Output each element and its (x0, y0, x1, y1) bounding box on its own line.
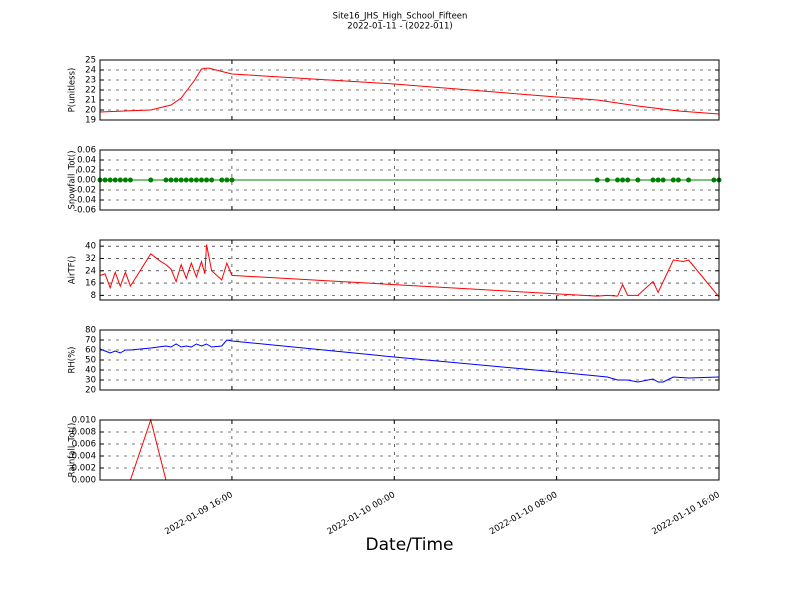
data-point (604, 177, 610, 183)
data-point (711, 177, 717, 183)
x-tick-label: 2022-01-10 08:00 (488, 490, 559, 537)
data-point (670, 177, 676, 183)
data-point (229, 177, 235, 183)
data-point (650, 177, 656, 183)
data-point (178, 177, 184, 183)
x-tick-label: 2022-01-10 16:00 (650, 490, 721, 537)
y-tick-label: -0.06 (74, 206, 96, 216)
y-tick-label: 19 (85, 116, 96, 126)
x-axis-label: Date/Time (366, 535, 454, 555)
data-point (188, 177, 194, 183)
data-point (224, 177, 230, 183)
y-tick-label: 0.006 (72, 440, 96, 450)
data-point (107, 177, 113, 183)
data-point (198, 177, 204, 183)
y-tick-label: 0.06 (77, 146, 96, 156)
data-point (660, 177, 666, 183)
y-axis-label: P(unitless) (68, 68, 78, 113)
y-tick-label: 40 (85, 366, 96, 376)
y-tick-label: 23 (85, 76, 96, 86)
data-line (100, 418, 719, 481)
y-tick-label: 40 (85, 242, 96, 252)
y-tick-label: 24 (85, 66, 96, 76)
data-point (193, 177, 199, 183)
y-tick-label: 0.008 (72, 428, 96, 438)
data-point (615, 177, 621, 183)
y-tick-label: 25 (85, 56, 96, 66)
y-tick-label: -0.04 (74, 196, 96, 206)
data-point (163, 177, 169, 183)
data-point (168, 177, 174, 183)
y-axis-label: Rainfall_Tot() (68, 423, 78, 478)
data-point (122, 177, 128, 183)
data-point (183, 177, 189, 183)
y-tick-label: 70 (85, 336, 96, 346)
y-tick-label: 8 (91, 291, 96, 301)
data-point (635, 177, 641, 183)
y-tick-label: 0.004 (72, 452, 96, 462)
chart-subtitle: 2022-01-11 - (2022-011) (347, 22, 452, 32)
data-point (204, 177, 210, 183)
plot-frame (99, 239, 720, 301)
data-point (219, 177, 225, 183)
plot-frame (99, 329, 720, 391)
y-tick-label: 0.00 (77, 176, 96, 186)
data-point (675, 177, 681, 183)
plot-frame (99, 149, 720, 211)
chart-title: Site16_JHS_High_School_Fifteen (333, 12, 468, 22)
data-point (686, 177, 692, 183)
data-point (209, 177, 215, 183)
data-point (620, 177, 626, 183)
y-tick-label: 32 (85, 254, 96, 264)
data-point (173, 177, 179, 183)
y-tick-label: 50 (85, 356, 96, 366)
y-tick-label: 80 (85, 326, 96, 336)
x-tick-label: 2022-01-09 16:00 (163, 490, 234, 537)
data-line (99, 339, 720, 383)
data-point (112, 177, 118, 183)
data-point (102, 177, 108, 183)
data-point (625, 177, 631, 183)
data-point (655, 177, 661, 183)
data-point (148, 177, 154, 183)
plot-frame (99, 59, 720, 121)
plot-frame (99, 419, 720, 481)
y-tick-label: 30 (85, 376, 96, 386)
data-point (594, 177, 600, 183)
data-point (127, 177, 133, 183)
y-tick-label: 24 (85, 266, 96, 276)
data-line (99, 244, 720, 298)
y-axis-label: AirTF() (68, 256, 78, 284)
data-line (99, 67, 720, 115)
y-tick-label: 21 (85, 96, 96, 106)
y-tick-label: 60 (85, 346, 96, 356)
y-tick-label: 22 (85, 86, 96, 96)
y-tick-label: 0.000 (72, 476, 96, 486)
y-tick-label: 20 (85, 106, 96, 116)
y-tick-label: -0.02 (74, 186, 96, 196)
y-axis-label: RH(%) (68, 346, 78, 373)
y-tick-label: 16 (85, 279, 96, 289)
y-tick-label: 0.002 (72, 464, 96, 474)
y-tick-label: 0.010 (72, 416, 96, 426)
data-point (117, 177, 123, 183)
y-axis-label: Snowfall_Tot() (68, 150, 78, 209)
y-tick-label: 20 (85, 386, 96, 396)
y-tick-label: 0.02 (77, 166, 96, 176)
y-tick-label: 0.04 (77, 156, 96, 166)
x-tick-label: 2022-01-10 00:00 (326, 490, 397, 537)
